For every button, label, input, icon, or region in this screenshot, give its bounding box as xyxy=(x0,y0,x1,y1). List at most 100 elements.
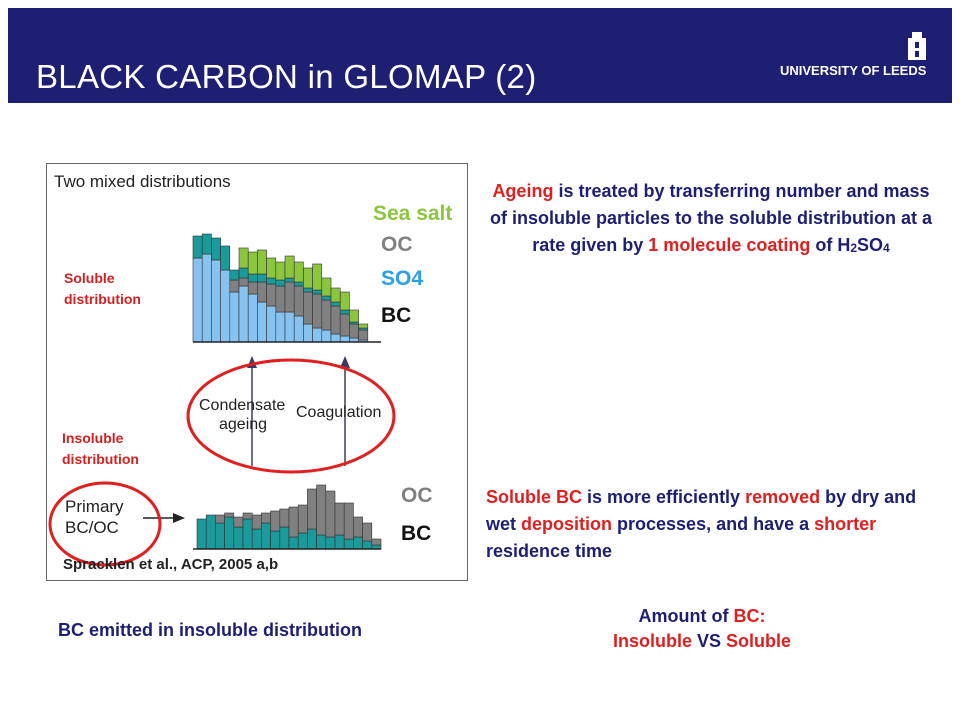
histogram-bar xyxy=(321,295,332,301)
histogram-bar xyxy=(303,267,313,289)
legend-bc: BC xyxy=(381,304,412,327)
histogram-bar xyxy=(303,323,313,343)
histogram-bar xyxy=(303,291,313,325)
figure-title: Two mixed distributions xyxy=(54,172,231,191)
histogram-bar xyxy=(261,512,271,524)
histogram-bar xyxy=(312,293,323,329)
histogram-bar xyxy=(293,281,304,287)
histogram-bar xyxy=(251,528,262,550)
figure-credit: Spracklen et al., ACP, 2005 a,b xyxy=(63,556,279,573)
histogram-bar xyxy=(233,516,244,528)
primary-label: Primary BC/OC xyxy=(65,497,124,537)
histogram-bar xyxy=(343,538,354,550)
title-bar: BLACK CARBON in GLOMAP (2) UNIVERSITY OF… xyxy=(8,8,952,103)
histogram-bar xyxy=(284,277,295,283)
histogram-bar xyxy=(270,510,281,532)
coagulation-label: Coagulation xyxy=(296,404,382,421)
histogram-bar xyxy=(257,281,267,303)
histogram-bar xyxy=(339,335,350,343)
primary-arrow xyxy=(143,513,185,523)
histogram-bar xyxy=(275,285,286,313)
histogram-bar xyxy=(349,309,359,323)
histogram-bar xyxy=(251,514,262,530)
histogram-bar xyxy=(353,516,363,538)
histogram-bar xyxy=(279,508,290,528)
histogram-bar xyxy=(266,305,277,343)
histogram-bar xyxy=(266,283,277,307)
university-tower-icon xyxy=(908,32,926,60)
soluble-distribution-label: Soluble distribution xyxy=(64,270,141,307)
histogram-bar xyxy=(220,245,231,271)
histogram-bar xyxy=(257,273,267,283)
histogram-bar xyxy=(229,269,240,281)
histogram-bar xyxy=(192,257,203,343)
histogram-bar xyxy=(242,518,253,550)
university-logo-text: UNIVERSITY OF LEEDS xyxy=(780,63,927,78)
histogram-bar xyxy=(362,522,373,542)
histogram-bar xyxy=(275,279,286,287)
histogram-bar xyxy=(229,291,240,343)
histogram-bar xyxy=(321,299,332,331)
histogram-bar xyxy=(192,235,203,259)
histogram-bar xyxy=(284,311,295,343)
soluble-bc-paragraph: Soluble BC is more efficiently removed b… xyxy=(486,487,917,561)
histogram-bar xyxy=(201,253,212,343)
histogram-bar xyxy=(238,285,249,343)
histogram-bar xyxy=(297,532,308,550)
histogram-bar xyxy=(220,269,231,343)
histogram-bar xyxy=(196,518,207,550)
legend-bc-lower: BC xyxy=(401,522,432,545)
histogram-bar xyxy=(215,514,225,524)
histogram-bar xyxy=(316,484,327,536)
histogram-bar xyxy=(257,301,267,343)
legend-oc-lower: OC xyxy=(401,484,433,507)
amount-caption: Amount of BC: Insoluble VS Soluble xyxy=(612,606,792,651)
histogram-bar xyxy=(275,261,286,281)
histogram-bar xyxy=(330,287,341,303)
histogram-bar xyxy=(339,313,350,337)
histogram-bar xyxy=(288,536,299,550)
histogram-bar xyxy=(211,237,221,261)
primary-circle xyxy=(48,481,162,567)
histogram-bar xyxy=(330,305,341,335)
histogram-bar xyxy=(215,522,225,550)
histogram-bar xyxy=(307,528,317,550)
histogram-bar xyxy=(321,277,332,297)
insoluble-distribution-label: Insoluble distribution xyxy=(62,430,139,467)
figure-panel: Two mixed distributions Sea salt OC SO4 … xyxy=(46,163,468,581)
histogram-bar xyxy=(211,259,221,343)
histogram-bar xyxy=(288,506,299,538)
histogram-bar xyxy=(293,315,304,343)
histogram-bar xyxy=(339,291,350,311)
histogram-bar xyxy=(312,327,323,343)
histogram-bar xyxy=(339,309,350,315)
legend-sea-salt: Sea salt xyxy=(373,202,453,225)
histogram-bar xyxy=(229,279,240,293)
histogram-bar xyxy=(242,512,253,520)
histogram-bar xyxy=(247,251,258,275)
histogram-bar xyxy=(224,512,235,518)
histogram-bar xyxy=(353,536,363,550)
process-circle xyxy=(186,358,396,474)
histogram-bar xyxy=(238,277,249,287)
histogram-bar xyxy=(303,287,313,293)
page-title: BLACK CARBON in GLOMAP (2) xyxy=(36,58,537,95)
histogram-bar xyxy=(349,323,359,339)
histogram-bar xyxy=(334,534,345,550)
histogram-bar xyxy=(266,277,277,285)
histogram-bar xyxy=(266,257,277,279)
legend-so4: SO4 xyxy=(381,267,424,290)
histogram-bar xyxy=(275,311,286,343)
histogram-bar xyxy=(362,540,373,550)
histogram-bar xyxy=(321,329,332,343)
histogram-bar xyxy=(205,514,216,550)
histogram-bar xyxy=(316,534,327,550)
histogram-bar xyxy=(330,301,341,307)
histogram-bar xyxy=(247,293,258,343)
histogram-bar xyxy=(279,526,290,550)
histogram-bar xyxy=(334,502,345,536)
figure-caption: BC emitted in insoluble distribution xyxy=(58,620,362,640)
coagulation-arrow xyxy=(340,356,350,466)
histogram-bar xyxy=(371,538,382,546)
histogram-bar xyxy=(297,504,308,534)
